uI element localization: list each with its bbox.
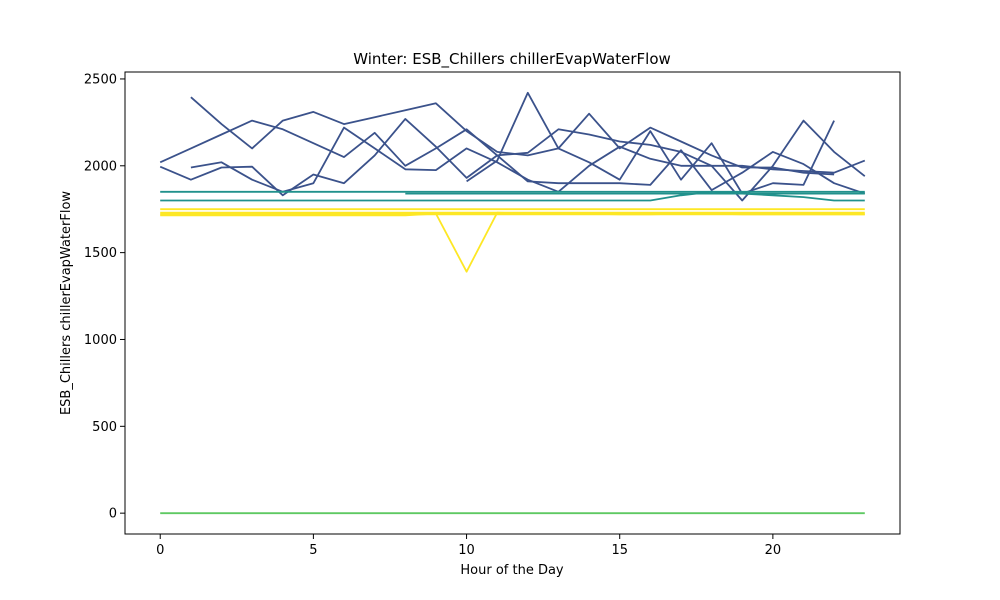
series-line-4	[190, 126, 866, 193]
x-tick-label: 20	[765, 543, 782, 558]
y-tick-label: 2000	[84, 159, 117, 174]
y-tick-label: 500	[92, 420, 117, 435]
x-tick-label: 0	[156, 543, 164, 558]
series-line-1	[159, 119, 866, 195]
plot-frame	[124, 71, 901, 535]
x-tick-label: 5	[309, 543, 317, 558]
x-axis: 0 5 10 15 20	[156, 534, 781, 558]
series-line-13	[160, 211, 865, 273]
series-line-2	[190, 96, 835, 176]
chart-title: Winter: ESB_Chillers chillerEvapWaterFlo…	[353, 50, 671, 69]
series-line-5	[466, 91, 835, 195]
x-axis-label: Hour of the Day	[460, 563, 564, 578]
y-axis-label: ESB_Chillers chillerEvapWaterFlow	[59, 191, 74, 415]
y-axis: 0 500 1000 1500 2000 2500	[84, 72, 125, 522]
x-tick-label: 10	[458, 543, 475, 558]
y-tick-label: 2500	[84, 72, 117, 87]
y-tick-label: 0	[109, 507, 117, 522]
y-tick-label: 1500	[84, 246, 117, 261]
series-layer	[159, 91, 866, 515]
y-tick-label: 1000	[84, 333, 117, 348]
x-tick-label: 15	[611, 543, 628, 558]
